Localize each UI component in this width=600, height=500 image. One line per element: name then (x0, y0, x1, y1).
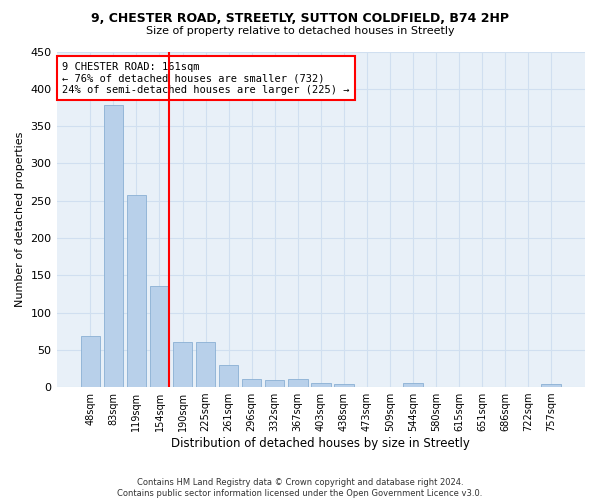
Bar (80, 336, 100, 387)
Bar (127, 194, 146, 387)
X-axis label: Distribution of detached houses by size in Streetly: Distribution of detached houses by size … (172, 437, 470, 450)
Text: 9 CHESTER ROAD: 161sqm
← 76% of detached houses are smaller (732)
24% of semi-de: 9 CHESTER ROAD: 161sqm ← 76% of detached… (62, 62, 349, 95)
Bar (196, 342, 215, 387)
Y-axis label: Number of detached properties: Number of detached properties (15, 132, 25, 307)
Bar (265, 380, 284, 387)
Bar (219, 364, 238, 387)
Bar (288, 379, 308, 387)
Bar (311, 384, 331, 387)
Bar (541, 384, 561, 387)
Text: Contains HM Land Registry data © Crown copyright and database right 2024.
Contai: Contains HM Land Registry data © Crown c… (118, 478, 482, 498)
Text: Size of property relative to detached houses in Streetly: Size of property relative to detached ho… (146, 26, 454, 36)
Bar (149, 286, 169, 387)
Text: 9, CHESTER ROAD, STREETLY, SUTTON COLDFIELD, B74 2HP: 9, CHESTER ROAD, STREETLY, SUTTON COLDFI… (91, 12, 509, 26)
Bar (403, 384, 423, 387)
Bar (104, 105, 123, 387)
Bar (334, 384, 353, 387)
Bar (173, 342, 193, 387)
Bar (242, 379, 262, 387)
